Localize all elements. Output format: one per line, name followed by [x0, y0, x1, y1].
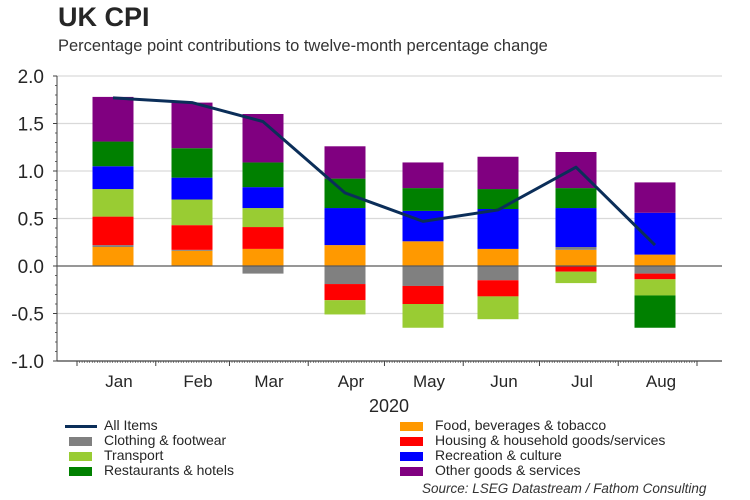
bar-segment — [402, 241, 444, 266]
legend-color-swatch — [400, 422, 423, 431]
bar-segment — [555, 266, 597, 272]
bar-segment — [402, 285, 444, 304]
bar-segment — [477, 266, 519, 281]
legend-label: Restaurants & hotels — [104, 462, 234, 478]
x-tick-labels: Jan Feb Mar Apr May Jun Jul Aug — [105, 372, 676, 391]
legend-color-swatch — [400, 437, 423, 446]
bars — [92, 96, 676, 328]
x-tick-label: Mar — [254, 372, 284, 391]
bar-segment — [242, 162, 284, 188]
x-tick-label: Jul — [571, 372, 593, 391]
bar-segment — [477, 156, 519, 190]
legend-label: Transport — [104, 447, 164, 463]
bar-segment — [634, 254, 676, 266]
bar-segment — [242, 208, 284, 228]
x-axis-title: 2020 — [369, 396, 409, 416]
bar-segment — [634, 182, 676, 213]
y-tick-labels: -1.0 -0.5 0.0 0.5 1.0 1.5 2.0 — [11, 67, 44, 373]
chart-title: UK CPI — [58, 2, 150, 32]
legend-label: Housing & household goods/services — [435, 432, 666, 448]
bar-segment — [634, 266, 676, 274]
bar-segment — [324, 284, 366, 301]
bar-segment — [634, 212, 676, 255]
y-tick-label: -1.0 — [11, 352, 44, 373]
x-tick-label: Apr — [338, 372, 365, 391]
bar-segment — [171, 102, 213, 149]
gridlines — [57, 75, 722, 315]
bar-segment — [242, 248, 284, 266]
bar-segment — [171, 249, 213, 251]
bar-segment — [634, 279, 676, 296]
bar-segment — [324, 146, 366, 179]
bar-segment — [324, 300, 366, 315]
all-items-line — [112, 96, 657, 247]
y-tick-label: 0.5 — [18, 210, 44, 231]
bar-segment — [92, 247, 134, 266]
bar-segment — [242, 227, 284, 249]
x-tick-label: Jan — [105, 372, 132, 391]
all-items-line-group — [112, 96, 657, 247]
legend-line-swatch — [65, 425, 97, 428]
bar-segment — [324, 208, 366, 246]
legend-label: Other goods & services — [435, 462, 581, 478]
source-note: Source: LSEG Datastream / Fathom Consult… — [422, 481, 707, 496]
chart-subtitle: Percentage point contributions to twelve… — [58, 37, 548, 55]
bar-segment — [92, 141, 134, 167]
bar-segment — [92, 166, 134, 190]
legend-color-swatch — [69, 437, 92, 446]
bar-segment — [402, 162, 444, 189]
legend-color-swatch — [400, 467, 423, 476]
x-tick-label: May — [413, 372, 446, 391]
bar-segment — [477, 248, 519, 266]
bar-segment — [92, 245, 134, 247]
y-tick-label: 1.0 — [18, 162, 44, 183]
bar-segment — [477, 189, 519, 209]
legend-label: All Items — [104, 417, 158, 433]
legend-label: Clothing & footwear — [104, 432, 227, 448]
legend-label: Recreation & culture — [435, 447, 562, 463]
bar-segment — [555, 271, 597, 284]
bar-segment — [324, 245, 366, 266]
bar-segment — [171, 148, 213, 178]
bar-segment — [555, 249, 597, 266]
y-tick-label: 0.0 — [18, 257, 44, 278]
bar-segment — [171, 177, 213, 200]
bar-segment — [477, 296, 519, 320]
legend-color-swatch — [400, 452, 423, 461]
y-tick-label: 1.5 — [18, 115, 44, 136]
bar-segment — [555, 208, 597, 247]
bar-segment — [402, 266, 444, 286]
legend-color-swatch — [69, 452, 92, 461]
y-tick-label: -0.5 — [11, 305, 44, 326]
x-tick-label: Feb — [183, 372, 212, 391]
bar-segment — [171, 225, 213, 250]
bar-segment — [242, 266, 284, 274]
x-tick-label: Aug — [646, 372, 676, 391]
bar-segment — [171, 199, 213, 226]
x-tick-label: Jun — [490, 372, 517, 391]
bar-segment — [324, 266, 366, 285]
bar-segment — [555, 188, 597, 209]
bar-segment — [242, 187, 284, 209]
bar-segment — [477, 209, 519, 249]
bar-segment — [555, 247, 597, 250]
bar-segment — [402, 304, 444, 328]
y-tick-label: 2.0 — [18, 67, 44, 88]
bar-segment — [634, 295, 676, 328]
bar-segment — [402, 188, 444, 211]
bar-segment — [92, 96, 134, 142]
legend-color-swatch — [69, 467, 92, 476]
bar-segment — [171, 250, 213, 266]
bar-segment — [92, 216, 134, 246]
axes — [53, 75, 722, 366]
legend-label: Food, beverages & tobacco — [435, 417, 607, 433]
bar-segment — [634, 273, 676, 280]
bar-segment — [477, 280, 519, 297]
bar-segment — [92, 189, 134, 217]
